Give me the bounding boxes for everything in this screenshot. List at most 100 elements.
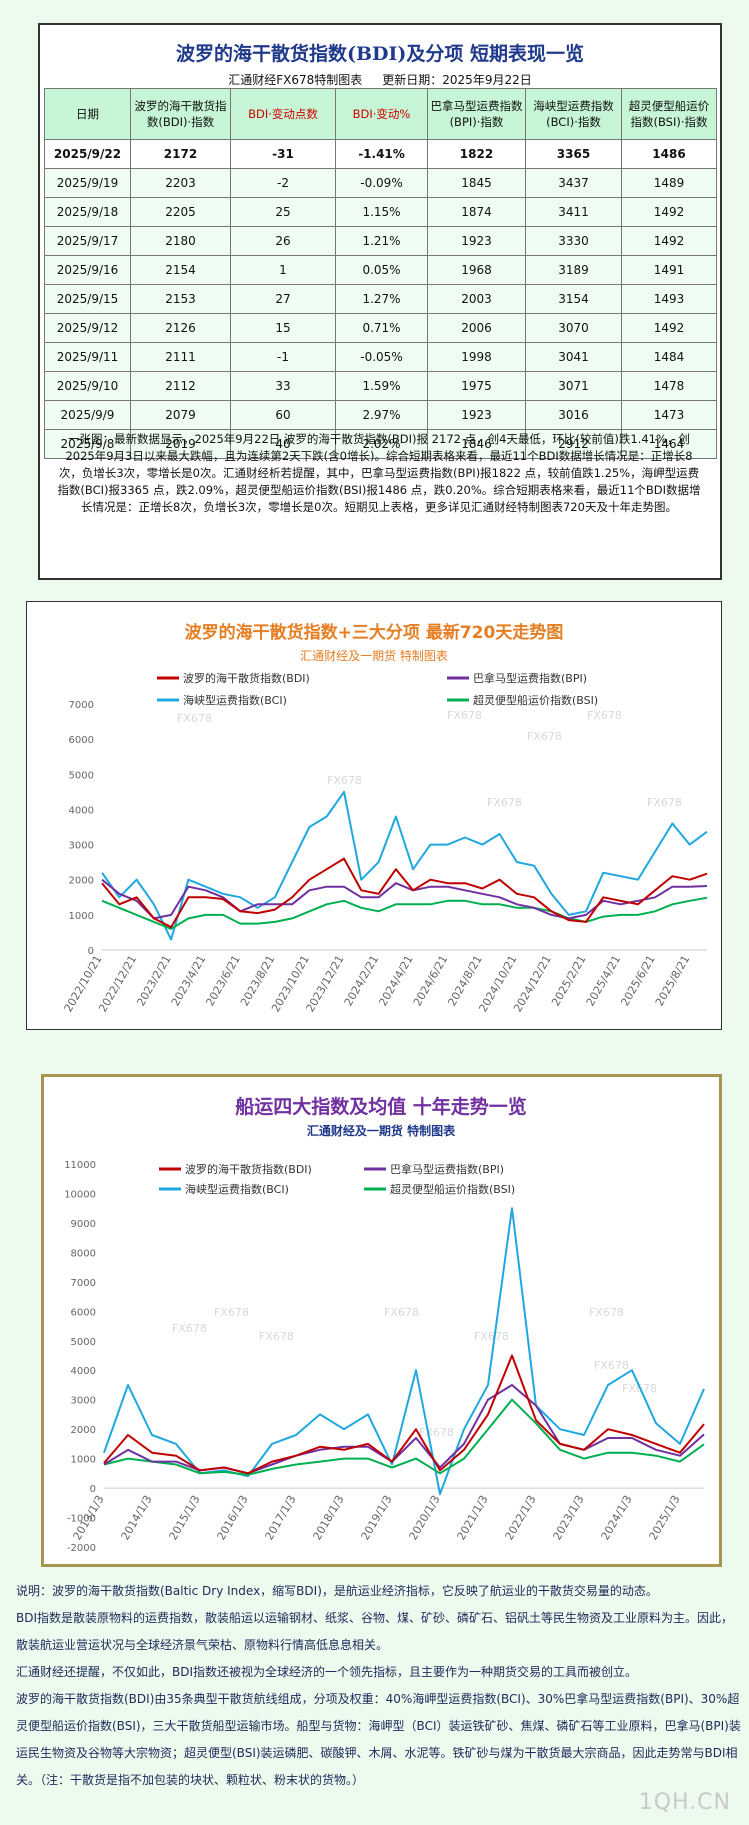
table-cell: 1493	[621, 284, 717, 314]
y-tick-label: 10000	[64, 1189, 96, 1200]
footer-paragraph: 说明：波罗的海干散货指数(Baltic Dry Index，缩写BDI)，是航运…	[16, 1584, 658, 1598]
table-cell: 2912	[525, 429, 622, 459]
y-tick-label: 9000	[71, 1219, 96, 1230]
table-cell: 1492	[621, 313, 717, 343]
table-row: 2025/9/17 2180 26 1.21% 1923 3330 1492	[44, 226, 717, 256]
legend-label: 海峡型运费指数(BCI)	[183, 693, 287, 707]
subtitle: 汇通财经FX678特制图表	[228, 73, 363, 87]
y-tick-label: 5000	[69, 770, 94, 781]
column-header: 巴拿马型运费指数(BPI)·指数	[427, 88, 526, 140]
table-cell: 1822	[427, 139, 526, 169]
watermark: FX678	[177, 712, 212, 725]
watermark: FX678	[589, 1306, 624, 1319]
table-cell: 1923	[427, 400, 526, 430]
footer-paragraph: BDI指数是散装原物料的运费指数，散装船运以运输钢材、纸浆、谷物、煤、矿砂、磷矿…	[16, 1611, 734, 1652]
table-cell: 60	[230, 400, 336, 430]
footer: 说明：波罗的海干散货指数(Baltic Dry Index，缩写BDI)，是航运…	[16, 1578, 741, 1794]
legend-label: 巴拿马型运费指数(BPI)	[390, 1162, 504, 1176]
table-cell: 3041	[525, 342, 622, 372]
watermark: FX678	[384, 1306, 419, 1319]
x-tick-label: 2022/1/3	[503, 1493, 539, 1542]
series-line	[101, 857, 708, 929]
watermark: FX678	[474, 1330, 509, 1343]
y-tick-label: 1000	[71, 1455, 96, 1466]
legend-label: 超灵便型船运价指数(BSI)	[390, 1182, 515, 1196]
table-cell: -0.05%	[335, 342, 428, 372]
table-cell: 2025/9/18	[44, 197, 131, 227]
y-tick-label: 5000	[71, 1337, 96, 1348]
y-tick-label: 7000	[71, 1278, 96, 1289]
x-tick-label: 2018/1/3	[311, 1493, 347, 1542]
table-cell: 2153	[130, 284, 231, 314]
series-line	[101, 896, 708, 930]
chart-subtitle: 汇通财经及一期货 特制图表	[307, 1123, 456, 1138]
table-row: 2025/9/9 2079 60 2.97% 1923 3016 1473	[44, 400, 717, 430]
table-cell: 2025/9/17	[44, 226, 131, 256]
table-cell: 1484	[621, 342, 717, 372]
table-cell: 3437	[525, 168, 622, 198]
table-cell: 1998	[427, 342, 526, 372]
table-cell: -1.41%	[335, 139, 428, 169]
series-line	[103, 1354, 705, 1475]
table-cell: 0.71%	[335, 313, 428, 343]
table-cell: 1492	[621, 197, 717, 227]
watermark: FX678	[587, 709, 622, 722]
series-line	[101, 790, 708, 941]
table-cell: 1.15%	[335, 197, 428, 227]
table-cell: 3070	[525, 313, 622, 343]
y-tick-label: -1000	[67, 1514, 96, 1525]
x-tick-label: 2023/8/21	[238, 953, 277, 1008]
table-row: 2025/9/16 2154 1 0.05% 1968 3189 1491	[44, 255, 717, 285]
y-tick-label: 6000	[71, 1307, 96, 1318]
x-tick-label: 2024/1/3	[599, 1493, 635, 1542]
header-row: 日期 波罗的海干散货指数(BDI)·指数 BDI·变动点数 BDI·变动% 巴拿马型运费…	[44, 88, 717, 140]
column-header: BDI·变动点数	[230, 88, 336, 140]
table-cell: 2025/9/19	[44, 168, 131, 198]
column-header: 日期	[44, 88, 131, 140]
table-cell: 2025/9/8	[44, 429, 131, 459]
table-cell: 2079	[130, 400, 231, 430]
watermark: FX678	[527, 730, 562, 743]
table-cell: 2111	[130, 342, 231, 372]
legend-label: 波罗的海干散货指数(BDI)	[185, 1162, 312, 1176]
y-tick-label: 1000	[69, 911, 94, 922]
x-tick-label: 2025/4/21	[584, 953, 623, 1008]
table-cell: 2025/9/16	[44, 255, 131, 285]
watermark: FX678	[259, 1330, 294, 1343]
x-tick-label: 2025/2/21	[549, 953, 588, 1008]
subtitle-row: 汇通财经FX678特制图表 更新日期：2025年9月22日	[40, 71, 720, 88]
x-tick-label: 2025/1/3	[647, 1493, 683, 1542]
table-cell: 2126	[130, 313, 231, 343]
table-row: 2025/9/12 2126 15 0.71% 2006 3070 1492	[44, 313, 717, 343]
x-tick-label: 2024/6/21	[411, 953, 450, 1008]
series-line	[101, 878, 708, 920]
table-row: 2025/9/10 2112 33 1.59% 1975 3071 1478	[44, 371, 717, 401]
watermark: FX678	[447, 709, 482, 722]
summary-text: 一张图：最新数据显示，2025年9月22日 波罗的海干散货指数(BDI)报 21…	[57, 432, 701, 514]
table-cell: 2006	[427, 313, 526, 343]
x-tick-label: 2024/4/21	[376, 953, 415, 1008]
y-tick-label: 7000	[69, 700, 94, 711]
y-tick-label: 3000	[71, 1396, 96, 1407]
update-date: 更新日期：2025年9月22日	[382, 73, 532, 87]
table-cell: 2025/9/12	[44, 313, 131, 343]
legend-label: 超灵便型船运价指数(BSI)	[473, 693, 598, 707]
x-tick-label: 2023/6/21	[203, 953, 242, 1008]
summary-panel: 波罗的海干散货指数(BDI)及分项 短期表现一览 汇通财经FX678特制图表 更新…	[38, 23, 722, 580]
table-cell: 27	[230, 284, 336, 314]
chart-title: 船运四大指数及均值 十年走势一览	[235, 1095, 527, 1118]
y-tick-label: 2000	[71, 1425, 96, 1436]
table-cell: 2180	[130, 226, 231, 256]
table-row: 2025/9/15 2153 27 1.27% 2003 3154 1493	[44, 284, 717, 314]
chart-title: 波罗的海干散货指数+三大分项 最新720天走势图	[185, 622, 564, 643]
table-cell: 1489	[621, 168, 717, 198]
table-cell: 2112	[130, 371, 231, 401]
y-tick-label: 3000	[69, 841, 94, 852]
chart-subtitle: 汇通财经及一期货 特制图表	[300, 648, 448, 663]
table-row: 2025/9/8 2019 40 2.02% 1846 2912 1464	[44, 429, 717, 459]
x-tick-label: 2021/1/3	[455, 1493, 491, 1542]
footer-paragraph: 汇通财经还提醒，不仅如此，BDI指数还被视为全球经济的一个领先指标，且主要作为一…	[16, 1665, 638, 1679]
